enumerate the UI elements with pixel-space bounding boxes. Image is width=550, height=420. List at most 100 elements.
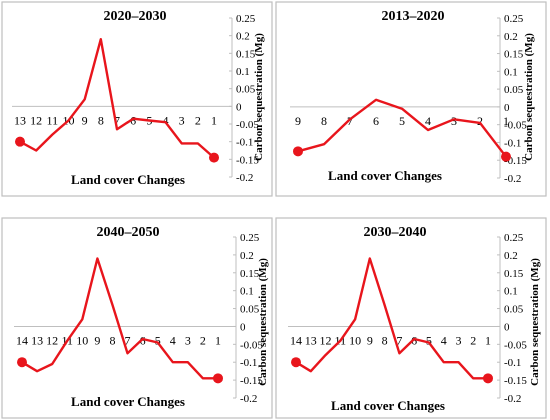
y-tick-label: 0.2 <box>240 250 254 262</box>
x-tick-label: 10 <box>76 333 88 347</box>
y-tick-label: 0.25 <box>504 232 524 244</box>
y-tick-label: 0 <box>236 101 242 113</box>
chart-panel-2030-2040: 2030–2040 Land cover Changes Carbon sequ… <box>275 217 547 419</box>
y-tick-label: -0.2 <box>504 173 521 185</box>
x-axis-title: Land cover Changes <box>331 398 445 413</box>
x-axis-title: Land cover Changes <box>71 394 185 409</box>
x-tick-label: 9 <box>367 333 373 347</box>
y-tick-label: 0 <box>504 321 510 333</box>
x-tick-label: 8 <box>382 333 388 347</box>
end-point-marker <box>209 152 219 163</box>
y-tick-label: -0.2 <box>240 393 257 405</box>
y-tick-label: -0.15 <box>236 154 259 166</box>
x-tick-label: 1 <box>485 333 491 347</box>
y-tick-label: 0.25 <box>236 13 256 25</box>
y-tick-label: -0.15 <box>504 375 527 387</box>
series-line <box>21 257 218 380</box>
y-tick-label: 0.05 <box>504 304 524 316</box>
panel-frame <box>275 1 547 197</box>
x-tick-label: 9 <box>82 113 88 127</box>
x-axis-title: Land cover Changes <box>328 168 442 183</box>
x-tick-label: 1 <box>503 114 509 128</box>
x-tick-label: 4 <box>170 333 176 347</box>
x-tick-label: 12 <box>320 333 332 347</box>
x-tick-label: 11 <box>47 113 59 127</box>
y-tick-label: 0.2 <box>504 250 518 262</box>
x-tick-label: 5 <box>426 333 432 347</box>
y-tick-label: -0.2 <box>504 393 521 405</box>
y-tick-label: 0.05 <box>504 84 524 96</box>
chart-panel-2020-2030: 2020–2030 Land cover Changes Carbon sequ… <box>1 1 273 197</box>
panel-frame <box>1 217 273 419</box>
x-tick-label: 10 <box>349 333 361 347</box>
x-tick-label: 1 <box>211 113 217 127</box>
y-tick-label: 0.15 <box>504 268 524 280</box>
y-tick-label: 0 <box>504 102 510 114</box>
x-axis-title: Land cover Changes <box>71 172 185 187</box>
y-tick-label: -0.2 <box>236 172 253 184</box>
x-tick-label: 1 <box>215 333 221 347</box>
y-tick-label: 0.15 <box>236 48 256 60</box>
y-axis-title: Carbon sequestration (Mg) <box>253 33 265 161</box>
chart-title: 2040–2050 <box>97 225 160 240</box>
x-tick-label: 12 <box>46 333 58 347</box>
x-tick-label: 4 <box>441 333 447 347</box>
y-tick-label: -0.15 <box>240 375 263 387</box>
chart-title: 2020–2030 <box>104 9 167 24</box>
x-tick-label: 13 <box>305 333 317 347</box>
x-tick-label: 3 <box>455 333 461 347</box>
x-tick-label: 4 <box>425 114 431 128</box>
start-point-marker <box>17 357 27 368</box>
x-tick-label: 7 <box>396 333 402 347</box>
x-tick-label: 14 <box>16 333 28 347</box>
y-tick-label: 0.15 <box>240 268 260 280</box>
y-tick-label: 0.1 <box>504 66 518 78</box>
x-tick-label: 2 <box>200 333 206 347</box>
series-line <box>297 98 507 158</box>
y-tick-label: 0 <box>240 321 246 333</box>
start-point-marker <box>15 136 25 147</box>
y-axis-title: Carbon sequestration (Mg) <box>257 258 269 386</box>
start-point-marker <box>293 146 303 157</box>
x-tick-label: 12 <box>30 113 42 127</box>
y-tick-label: 0.15 <box>504 49 524 61</box>
y-tick-label: 0.2 <box>236 31 250 43</box>
panel-frame <box>275 217 547 419</box>
x-tick-label: 8 <box>109 333 115 347</box>
x-tick-label: 8 <box>98 113 104 127</box>
x-tick-label: 6 <box>373 114 379 128</box>
x-tick-label: 6 <box>130 113 136 127</box>
chart-title: 2013–2020 <box>382 9 445 24</box>
y-tick-label: -0.05 <box>504 120 527 132</box>
x-tick-label: 13 <box>31 333 43 347</box>
y-tick-label: -0.1 <box>504 137 521 149</box>
x-tick-label: 5 <box>155 333 161 347</box>
y-tick-label: 0.2 <box>504 31 518 43</box>
x-tick-label: 8 <box>321 114 327 128</box>
series-line <box>19 38 215 159</box>
panel-frame <box>1 1 273 197</box>
y-tick-label: -0.05 <box>240 339 263 351</box>
chart-title: 2030–2040 <box>364 225 427 240</box>
x-tick-label: 7 <box>114 113 120 127</box>
y-tick-label: 0.1 <box>240 286 254 298</box>
x-tick-label: 3 <box>185 333 191 347</box>
chart-panel-2040-2050: 2040–2050 Land cover Changes Carbon sequ… <box>1 217 273 419</box>
y-tick-label: 0.1 <box>504 286 518 298</box>
x-tick-label: 3 <box>451 114 457 128</box>
y-tick-label: -0.05 <box>236 119 259 131</box>
x-tick-label: 9 <box>94 333 100 347</box>
y-axis-title: Carbon sequestration (Mg) <box>523 33 535 161</box>
x-tick-label: 9 <box>295 114 301 128</box>
y-tick-label: 0.05 <box>236 84 256 96</box>
start-point-marker <box>291 357 301 368</box>
end-point-marker <box>483 373 493 384</box>
y-tick-label: -0.1 <box>504 357 521 369</box>
y-tick-label: -0.05 <box>504 339 527 351</box>
y-tick-label: 0.25 <box>240 232 260 244</box>
y-tick-label: -0.1 <box>236 137 253 149</box>
chart-panel-2013-2020: 2013–2020 Land cover Changes Carbon sequ… <box>275 1 547 197</box>
end-point-marker <box>213 373 223 384</box>
y-tick-label: 0.1 <box>236 66 250 78</box>
